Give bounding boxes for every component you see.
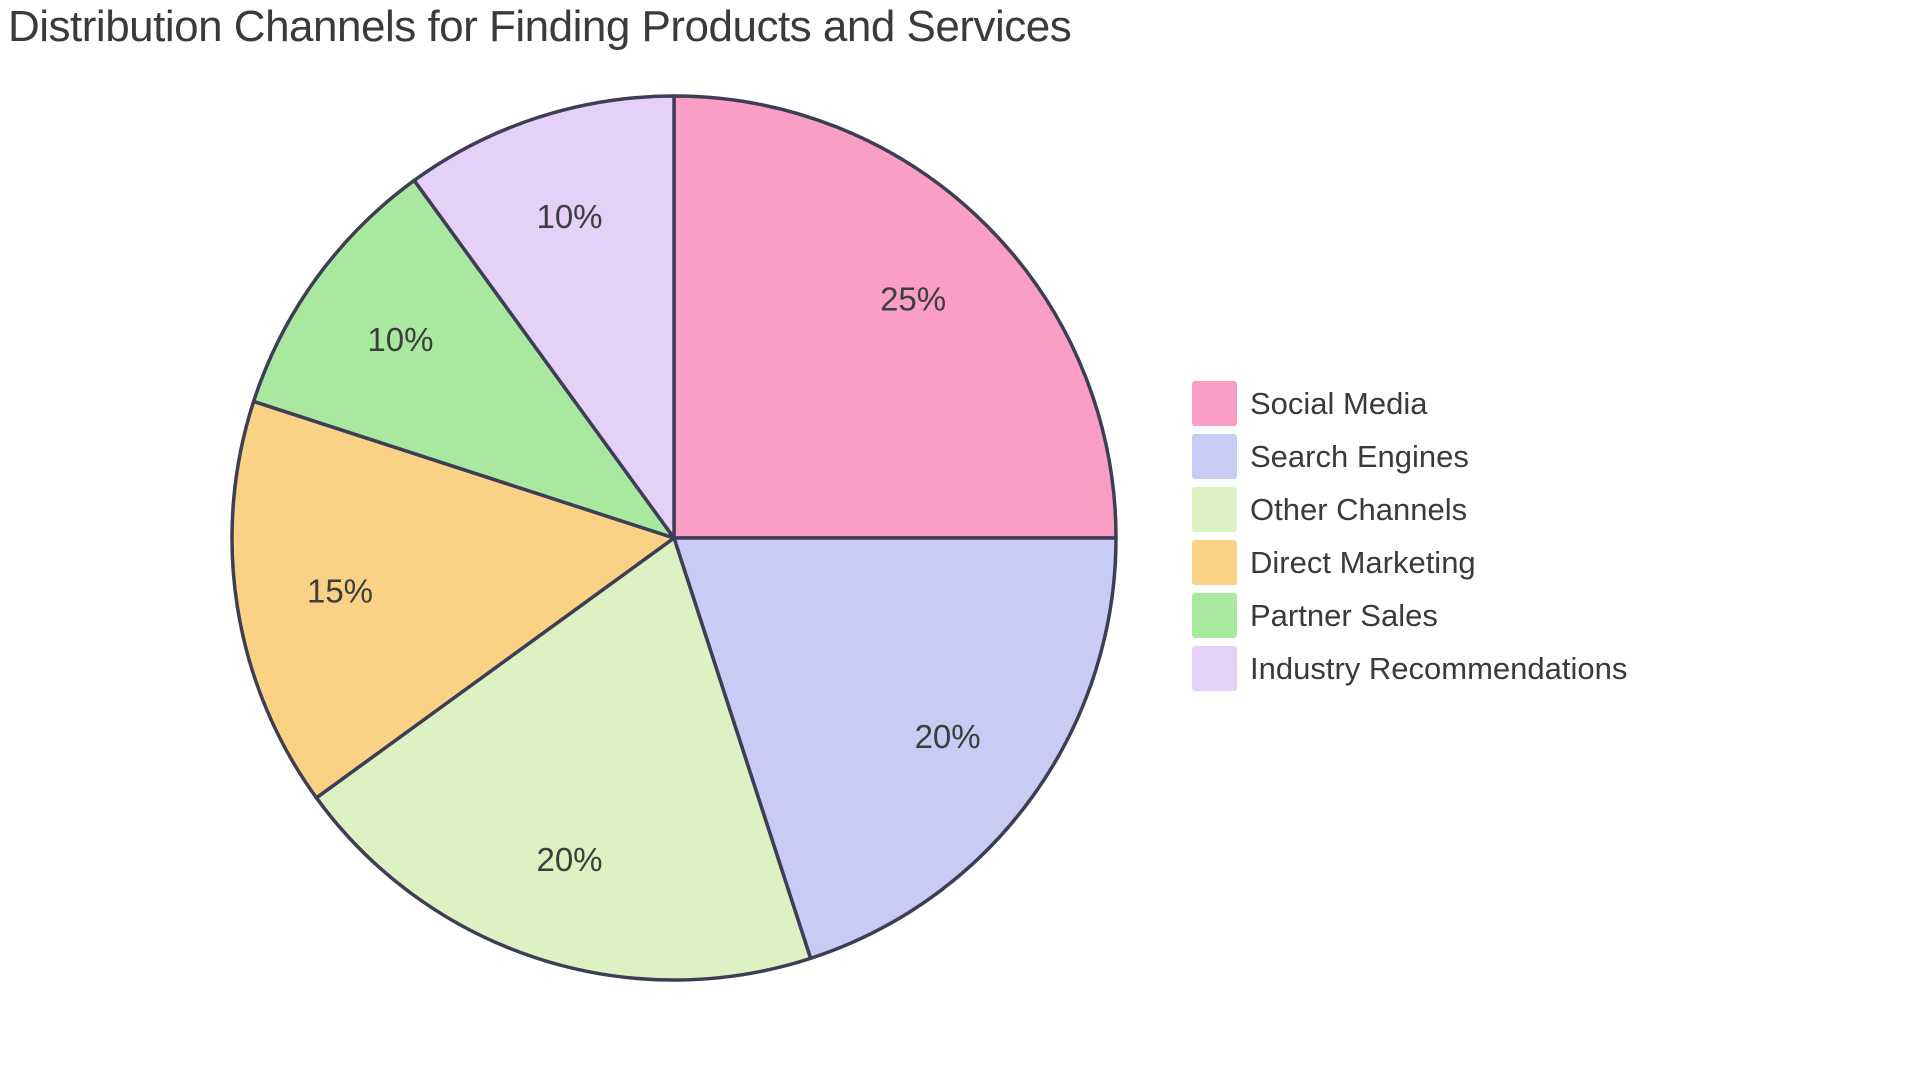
legend-label: Search Engines — [1250, 438, 1469, 474]
pie-slice-direct-marketing — [230, 399, 676, 800]
legend-item-social-media: Social Media — [1192, 381, 1627, 426]
pie-percent-label-other-channels: 20% — [536, 841, 602, 878]
pie-percent-label-industry-recommendations: 10% — [536, 198, 602, 235]
legend-item-partner-sales: Partner Sales — [1192, 593, 1627, 638]
legend-label: Direct Marketing — [1250, 544, 1476, 580]
legend-label: Social Media — [1250, 385, 1428, 421]
pie-slice-search-engines — [672, 536, 1118, 961]
legend-swatch-icon — [1192, 646, 1237, 691]
pie-percent-label-social-media: 25% — [880, 280, 946, 317]
legend-swatch-icon — [1192, 540, 1237, 585]
pie-percent-label-partner-sales: 10% — [367, 321, 433, 358]
pie-slice-other-channels — [314, 536, 813, 982]
pie-slice-industry-recommendations — [412, 94, 676, 540]
legend-item-direct-marketing: Direct Marketing — [1192, 540, 1627, 585]
legend-label: Other Channels — [1250, 491, 1468, 527]
legend-swatch-icon — [1192, 593, 1237, 638]
pie-percent-label-direct-marketing: 15% — [307, 572, 373, 609]
legend-item-other-channels: Other Channels — [1192, 487, 1627, 532]
legend-label: Partner Sales — [1250, 597, 1438, 633]
chart-title: Distribution Channels for Finding Produc… — [8, 2, 1072, 51]
legend-swatch-icon — [1192, 434, 1237, 479]
legend: Social Media Search Engines Other Channels… — [1192, 381, 1627, 691]
legend-label: Industry Recommendations — [1250, 650, 1628, 686]
legend-swatch-icon — [1192, 381, 1237, 426]
legend-swatch-icon — [1192, 487, 1237, 532]
legend-item-search-engines: Search Engines — [1192, 434, 1627, 479]
legend-item-industry-recommendations: Industry Recommendations — [1192, 646, 1627, 691]
pie-slice-social-media — [672, 94, 1118, 540]
pie-slice-partner-sales — [251, 178, 676, 540]
pie-percent-label-search-engines: 20% — [915, 718, 981, 755]
